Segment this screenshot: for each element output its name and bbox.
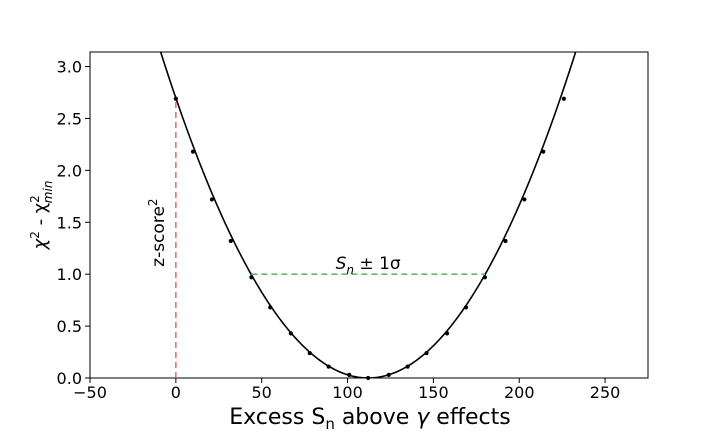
- data-point: [503, 238, 508, 244]
- x-axis: −50 0 50 100 150 200 250: [73, 378, 620, 402]
- data-point: [445, 331, 450, 336]
- y-tick-label: 3.0: [57, 58, 82, 77]
- x-tick-label: 100: [332, 383, 363, 402]
- y-tick-label: 2.0: [57, 161, 82, 180]
- data-point: [173, 96, 178, 101]
- x-tick-label: 0: [171, 383, 181, 402]
- data-point: [228, 238, 233, 244]
- y-tick-label: 1.5: [57, 213, 82, 232]
- data-point: [463, 305, 469, 310]
- data-point: [326, 364, 331, 369]
- data-point: [561, 96, 566, 101]
- x-tick-label: 250: [590, 383, 621, 402]
- data-point: [405, 364, 410, 369]
- data-point: [288, 331, 293, 336]
- y-tick-label: 0.0: [57, 369, 82, 388]
- data-point: [190, 149, 196, 154]
- data-point: [541, 149, 546, 154]
- plot-frame: [89, 51, 649, 379]
- x-tick-label: 150: [418, 383, 449, 402]
- y-tick-label: 0.5: [57, 317, 82, 336]
- data-point: [209, 197, 215, 202]
- data-point: [268, 305, 273, 310]
- data-point: [386, 372, 391, 377]
- data-point: [249, 275, 254, 280]
- data-point: [424, 350, 429, 356]
- data-point: [482, 275, 487, 280]
- data-point: [522, 197, 527, 202]
- x-tick-label: 200: [504, 383, 535, 402]
- y-tick-label: 1.0: [57, 265, 82, 284]
- y-axis: 0.0 0.5 1.0 1.5 2.0 2.5 3.0: [57, 58, 90, 388]
- x-axis-label: Excess Sn above γ effects: [229, 405, 510, 432]
- y-axis-label: χ2 - χ2min: [28, 181, 55, 251]
- fit-curve: [159, 52, 577, 378]
- data-point: [366, 375, 371, 381]
- y-tick-label: 2.5: [57, 109, 82, 128]
- x-tick-label: −50: [73, 383, 107, 402]
- data-point: [347, 372, 352, 377]
- one-sigma-annotation: Sn ± 1σ: [336, 254, 401, 277]
- data-point: [307, 350, 312, 356]
- plot-area: [89, 51, 649, 381]
- zscore-annotation: z-score2: [146, 198, 169, 266]
- x-tick-label: 50: [252, 383, 272, 402]
